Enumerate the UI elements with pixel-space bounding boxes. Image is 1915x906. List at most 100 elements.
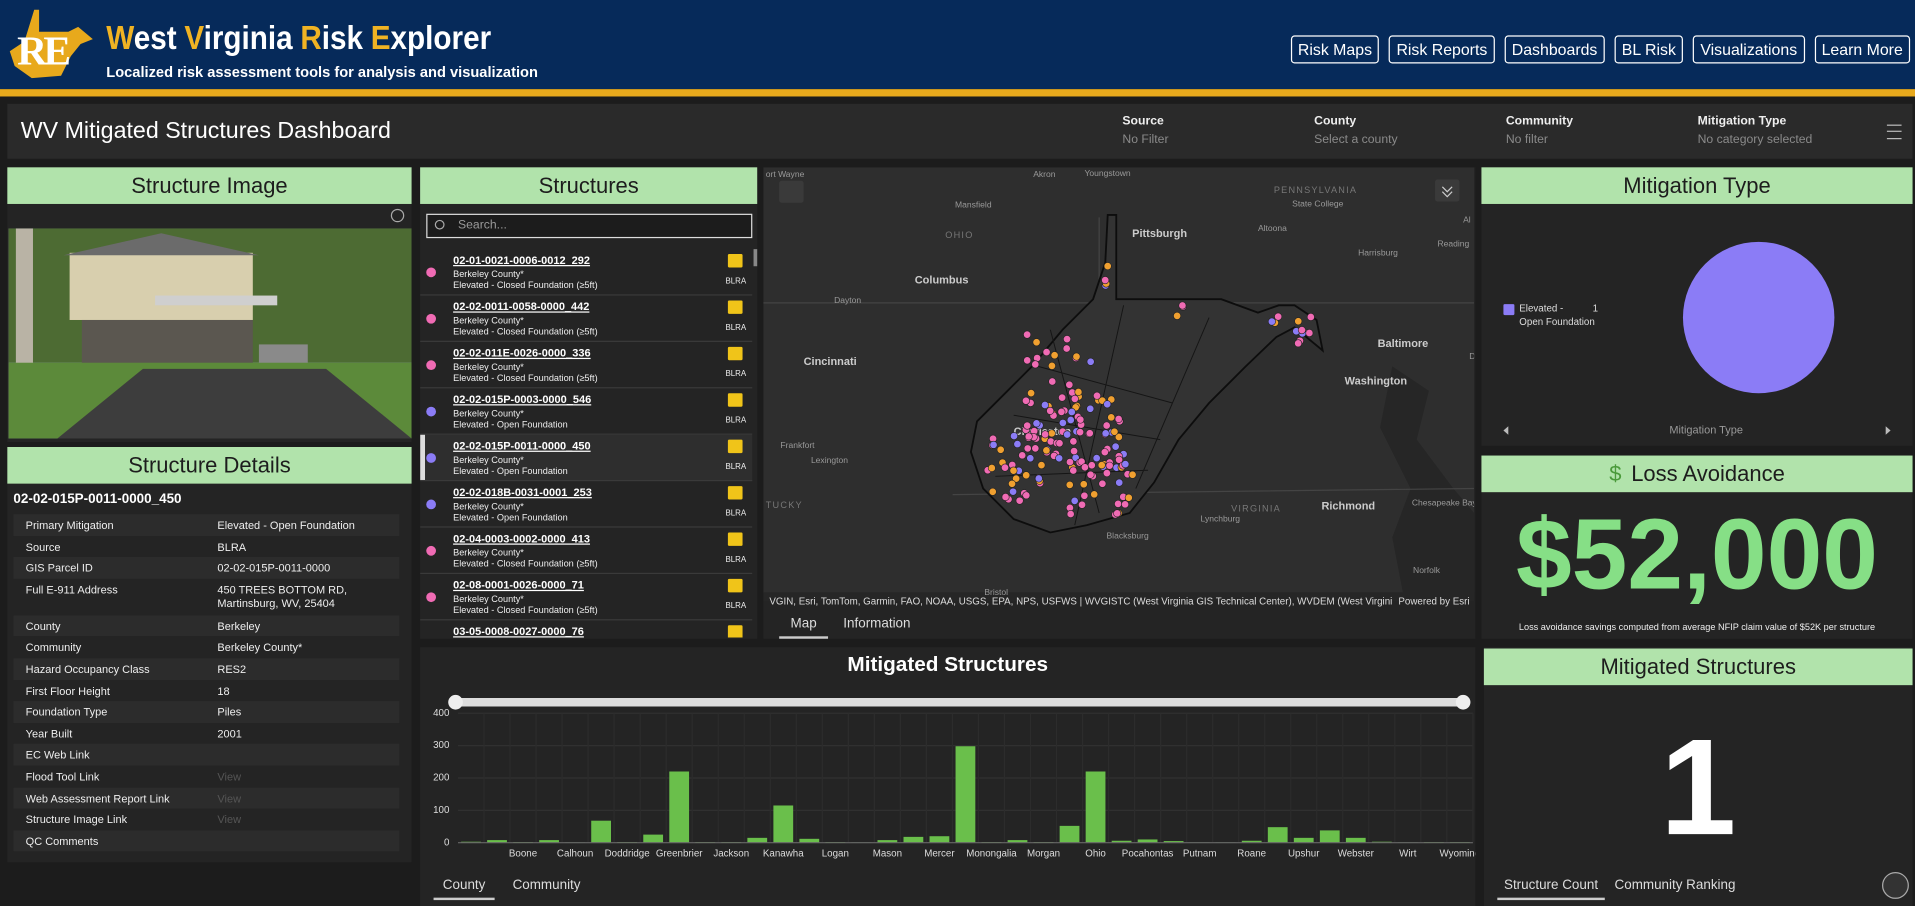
structure-point[interactable] [1058, 393, 1067, 402]
structure-point[interactable] [1018, 451, 1027, 460]
map-expand-tool[interactable] [1435, 179, 1460, 202]
structure-point[interactable] [1027, 389, 1036, 398]
structure-point[interactable] [1057, 407, 1066, 416]
filter-value[interactable]: No Filter [1122, 133, 1169, 147]
structure-point[interactable] [1294, 317, 1303, 326]
structure-item[interactable]: 03-05-0008-0027-0000_76 [420, 620, 752, 638]
structure-point[interactable] [1101, 276, 1110, 285]
structure-id[interactable]: 02-02-0011-0058-0000_442 [453, 300, 590, 313]
menu-icon[interactable] [1886, 124, 1902, 140]
bar[interactable] [1319, 830, 1340, 843]
structure-point[interactable] [1098, 479, 1107, 488]
bar[interactable] [877, 840, 898, 843]
structure-point[interactable] [1047, 361, 1056, 370]
structure-point[interactable] [1076, 428, 1085, 437]
structure-point[interactable] [1058, 418, 1067, 427]
tab[interactable]: Community Ranking [1614, 878, 1736, 893]
structure-point[interactable] [1015, 496, 1024, 505]
tab[interactable]: Structure Count [1497, 876, 1605, 901]
structure-point[interactable] [1065, 480, 1074, 489]
structure-point[interactable] [1111, 442, 1120, 451]
nav-button[interactable]: BL Risk [1614, 35, 1684, 64]
bar[interactable] [487, 840, 507, 843]
structure-item[interactable]: 02-02-011E-0026-0000_336 Berkeley County*… [420, 342, 753, 389]
structure-point[interactable] [1063, 335, 1072, 344]
bar[interactable] [1111, 840, 1132, 843]
structure-point[interactable] [989, 440, 998, 449]
structure-point[interactable] [1297, 326, 1306, 335]
structure-point[interactable] [1065, 458, 1074, 467]
detail-link[interactable]: View [217, 813, 242, 826]
structure-point[interactable] [1105, 461, 1114, 470]
structure-point[interactable] [1047, 429, 1056, 438]
structure-point[interactable] [1009, 466, 1018, 475]
detail-link[interactable]: View [217, 792, 242, 805]
structure-point[interactable] [1101, 429, 1110, 438]
filter-label[interactable]: Mitigation Type [1697, 114, 1787, 129]
bar[interactable] [1137, 839, 1158, 843]
structure-id[interactable]: 03-05-0008-0027-0000_76 [453, 625, 584, 638]
structure-point[interactable] [996, 445, 1005, 454]
structure-point[interactable] [1023, 356, 1032, 365]
structure-item[interactable]: 02-01-0021-0006-0012_292 Berkeley County*… [420, 249, 753, 296]
bar[interactable] [1059, 825, 1080, 843]
structure-point[interactable] [1069, 437, 1078, 446]
structure-point[interactable] [1063, 430, 1072, 439]
bar[interactable] [773, 805, 794, 843]
structure-point[interactable] [1055, 454, 1064, 463]
structure-point[interactable] [1026, 454, 1035, 463]
bar[interactable] [903, 836, 924, 843]
structure-point[interactable] [1093, 391, 1101, 400]
structure-point[interactable] [1087, 461, 1096, 470]
structure-id[interactable]: 02-08-0001-0026-0000_71 [453, 578, 584, 592]
bar[interactable] [929, 836, 950, 843]
filter-value[interactable]: No category selected [1697, 133, 1813, 147]
structure-point[interactable] [1010, 432, 1019, 441]
structure-point[interactable] [1086, 470, 1095, 479]
structure-point[interactable] [1115, 455, 1124, 464]
tab[interactable]: Information [843, 616, 911, 632]
structure-point[interactable] [1001, 493, 1010, 501]
tab[interactable]: County [433, 876, 495, 901]
bar[interactable] [1293, 837, 1314, 843]
structure-point[interactable] [1055, 439, 1064, 448]
slider-handle[interactable] [1455, 694, 1471, 710]
structure-point[interactable] [1023, 421, 1032, 430]
structure-point[interactable] [1305, 329, 1314, 337]
structure-point[interactable] [1001, 463, 1009, 472]
nav-button[interactable]: Learn More [1814, 35, 1911, 64]
structure-point[interactable] [1070, 496, 1079, 505]
structure-point[interactable] [1128, 470, 1137, 479]
structure-point[interactable] [1107, 413, 1116, 422]
structure-point[interactable] [1031, 444, 1040, 453]
bar[interactable] [669, 771, 690, 843]
structure-id[interactable]: 02-04-0003-0002-0000_413 [453, 532, 591, 545]
filter-label[interactable]: County [1314, 114, 1357, 129]
structure-point[interactable] [1024, 432, 1033, 441]
tab[interactable]: Map [779, 614, 829, 639]
structure-point[interactable] [1076, 415, 1085, 424]
structure-point[interactable] [1267, 317, 1276, 326]
structure-item[interactable]: 02-04-0003-0002-0000_413 Berkeley County*… [420, 528, 753, 575]
structure-point[interactable] [1102, 421, 1111, 430]
structure-point[interactable] [987, 464, 996, 472]
structure-point[interactable] [1034, 474, 1043, 483]
structure-item[interactable]: 02-02-015P-0003-0000_546 Berkeley County*… [420, 388, 753, 435]
bar[interactable] [643, 834, 664, 843]
structure-point[interactable] [1115, 478, 1124, 487]
structure-point[interactable] [1062, 344, 1071, 353]
structure-point[interactable] [1066, 510, 1075, 519]
structure-id[interactable]: 02-01-0021-0006-0012_292 [453, 254, 591, 267]
structure-point[interactable] [1103, 400, 1112, 409]
bar[interactable] [955, 746, 976, 843]
nav-button[interactable]: Visualizations [1693, 35, 1805, 64]
structure-point[interactable] [1008, 479, 1016, 488]
structure-point[interactable] [1022, 491, 1031, 500]
structure-point[interactable] [1306, 312, 1315, 321]
structure-point[interactable] [1037, 461, 1046, 470]
structure-point[interactable] [1069, 466, 1078, 475]
structure-point[interactable] [1085, 429, 1094, 438]
structure-point[interactable] [1086, 357, 1095, 366]
structure-point[interactable] [1114, 415, 1123, 423]
structure-point[interactable] [1274, 312, 1283, 321]
